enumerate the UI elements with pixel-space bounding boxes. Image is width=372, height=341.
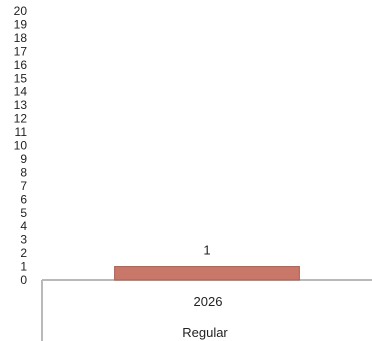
y-tick-label-6: 6 [20,192,27,206]
y-tick-label-7: 7 [20,179,27,193]
x-tick-label-2026: 2026 [194,294,223,309]
y-tick-label-13: 13 [14,98,28,112]
y-tick-label-15: 15 [14,71,28,85]
y-tick-label-17: 17 [14,44,28,58]
x-group-label-regular: Regular [182,325,228,340]
data-label-2026: 1 [203,243,210,258]
y-tick-label-11: 11 [15,125,28,139]
bar-series: 1 [114,243,300,281]
y-tick-label-5: 5 [20,206,27,220]
y-tick-label-18: 18 [14,31,28,45]
y-tick-label-19: 19 [14,17,28,31]
y-tick-label-3: 3 [20,233,27,247]
y-tick-label-20: 20 [14,4,28,18]
y-tick-label-1: 1 [20,260,27,274]
y-tick-label-9: 9 [20,152,27,166]
y-tick-label-16: 16 [14,58,28,72]
y-tick-label-12: 12 [14,112,28,126]
y-tick-label-8: 8 [20,165,27,179]
y-tick-label-0: 0 [20,273,27,287]
y-tick-label-4: 4 [20,219,27,233]
y-tick-label-14: 14 [14,85,28,99]
y-tick-label-10: 10 [14,139,28,153]
y-tick-label-2: 2 [20,246,27,260]
bar-2026 [114,266,300,281]
